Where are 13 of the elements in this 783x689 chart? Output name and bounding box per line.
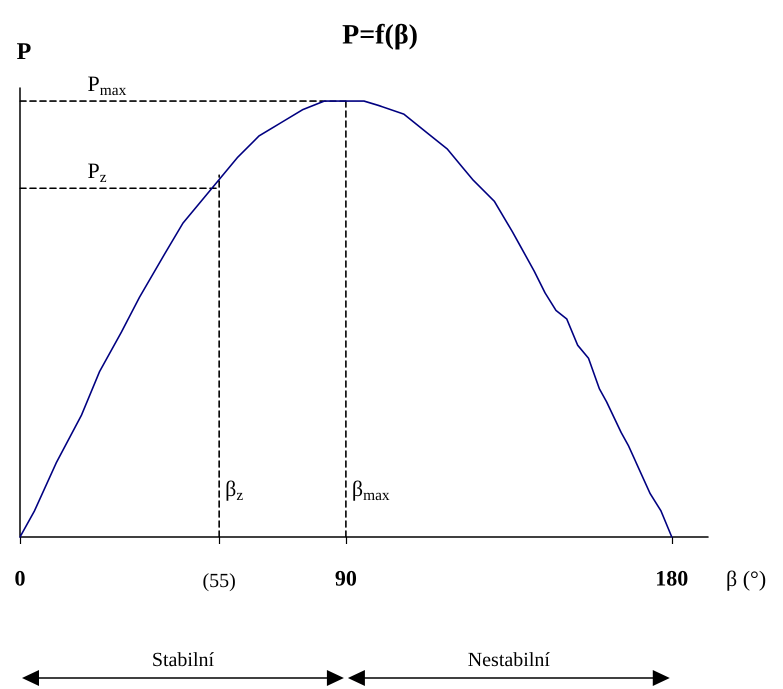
- x-tick-label: 180: [655, 566, 688, 590]
- text: Stabilní: [152, 649, 214, 671]
- x-axis-title: β (°): [726, 566, 766, 591]
- chart-title: P=f(β): [342, 20, 418, 50]
- annotation: P$_{max}$: [88, 70, 126, 99]
- y-axis-title: P: [16, 39, 32, 65]
- x-tick-label: 90: [334, 566, 357, 590]
- x-tick-label: (55): [202, 570, 236, 592]
- annotation: P$_{z}$: [88, 158, 107, 186]
- text: Nestabilní: [468, 649, 550, 671]
- x-tick-label: 0: [14, 566, 26, 590]
- annotation: β$_{max}$: [352, 476, 390, 504]
- annotation: β$_{z}$: [225, 476, 244, 504]
